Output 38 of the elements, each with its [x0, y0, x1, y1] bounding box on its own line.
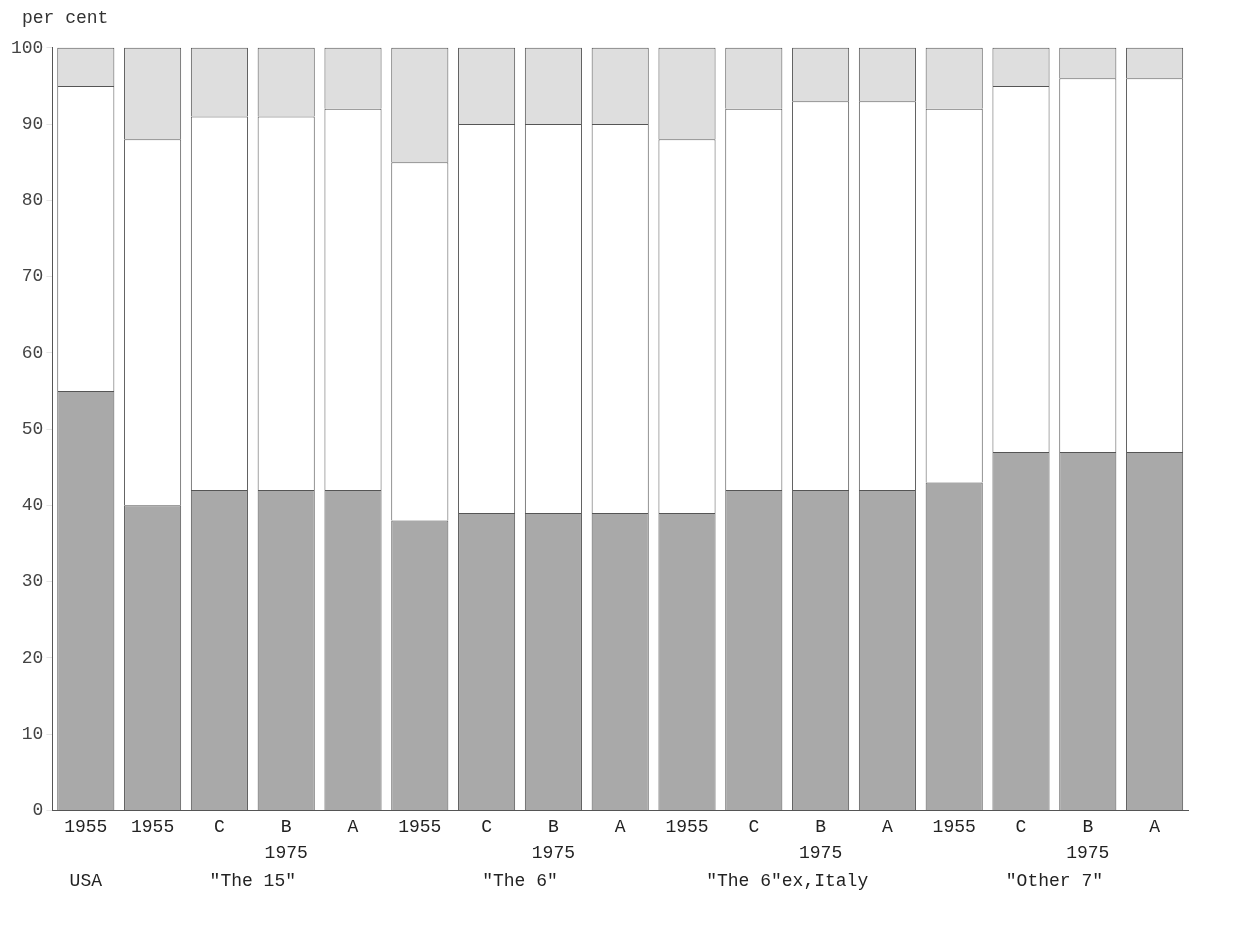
x-tick-label: C	[1015, 816, 1027, 837]
x-tick-label: 1955	[932, 816, 976, 837]
y-tick-label: 20	[21, 647, 44, 668]
x-tick-label: A	[614, 816, 626, 837]
y-tick-label: 50	[21, 418, 44, 439]
x-tick-label: 1955	[398, 816, 442, 837]
text: "The 15"	[209, 871, 297, 892]
text: 1975	[531, 843, 576, 864]
y-tick-label: 70	[21, 266, 44, 287]
text: "The 6"ex,Italy	[706, 871, 869, 892]
x-tick-label: 1955	[131, 816, 175, 837]
y-tick-label: 30	[21, 571, 44, 592]
x-tick-label: 1955	[64, 816, 108, 837]
y-tick-label: 0	[32, 800, 44, 821]
x-tick-label: C	[214, 816, 225, 837]
text: 1975	[798, 843, 843, 864]
text: "Other 7"	[1005, 871, 1104, 892]
x-tick-label: B	[1082, 816, 1094, 837]
y-tick-label: 90	[21, 113, 44, 134]
y-tick-label: 80	[21, 190, 44, 211]
x-tick-label: C	[481, 816, 493, 837]
x-tick-label: A	[347, 816, 359, 837]
text: USA	[69, 871, 103, 892]
x-tick-label: B	[280, 816, 292, 837]
y-tick-label: 40	[21, 495, 44, 516]
x-tick-label: A	[1149, 816, 1161, 837]
x-tick-label: C	[748, 816, 760, 837]
y-tick-label: 100	[11, 37, 44, 58]
y-axis-title: per cent	[21, 8, 110, 30]
x-tick-label: 1955	[665, 816, 709, 837]
text: "The 6"	[482, 871, 558, 892]
y-tick-label: 60	[21, 342, 44, 363]
text: 1975	[264, 843, 308, 864]
text: 1975	[1066, 843, 1110, 864]
y-tick-label: 10	[21, 723, 44, 744]
x-tick-label: A	[882, 816, 893, 837]
x-tick-label: B	[548, 816, 559, 837]
x-tick-label: B	[815, 816, 827, 837]
